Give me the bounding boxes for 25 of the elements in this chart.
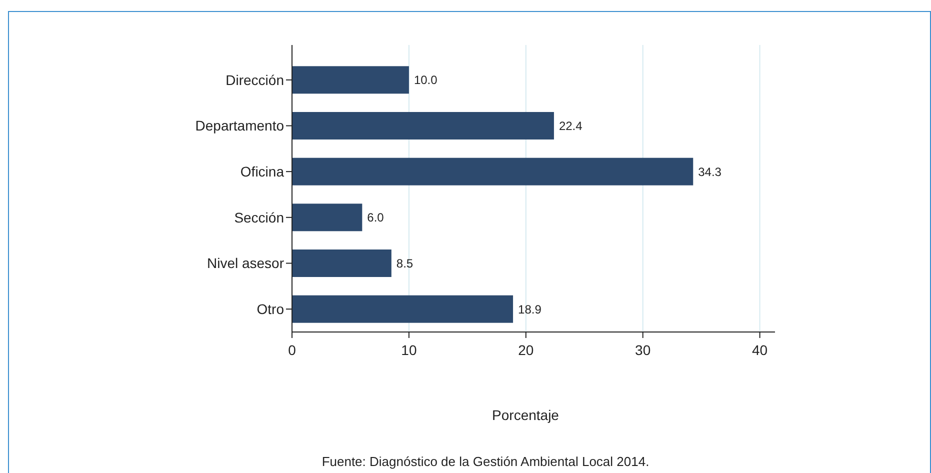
data-label: 10.0 xyxy=(414,73,438,88)
x-axis-title: Porcentaje xyxy=(492,407,560,423)
x-tick-label: 30 xyxy=(635,342,651,358)
x-tick-label: 20 xyxy=(518,342,534,358)
bar xyxy=(292,112,554,140)
bar xyxy=(292,204,362,232)
x-tick-label: 40 xyxy=(752,342,768,358)
y-tick-label: Departamento xyxy=(195,118,284,134)
y-tick-label: Nivel asesor xyxy=(206,255,284,272)
y-tick-label: Dirección xyxy=(226,72,284,88)
bar xyxy=(292,158,694,186)
data-label: 34.3 xyxy=(698,164,722,179)
y-tick-label: Oficina xyxy=(240,163,284,180)
data-label: 18.9 xyxy=(518,302,542,316)
x-tick-label: 10 xyxy=(401,342,417,358)
bar xyxy=(292,66,409,94)
bar xyxy=(292,250,392,277)
y-tick-label: Otro xyxy=(256,300,284,317)
data-label: 22.4 xyxy=(558,118,583,133)
x-tick-label: 0 xyxy=(288,342,296,358)
y-tick-label: Sección xyxy=(234,209,284,226)
data-label: 6.0 xyxy=(367,210,384,225)
source-note: Fuente: Diagnóstico de la Gestión Ambiental Local 2014. xyxy=(322,454,650,469)
data-label: 8.5 xyxy=(396,256,414,270)
bar xyxy=(292,295,514,323)
